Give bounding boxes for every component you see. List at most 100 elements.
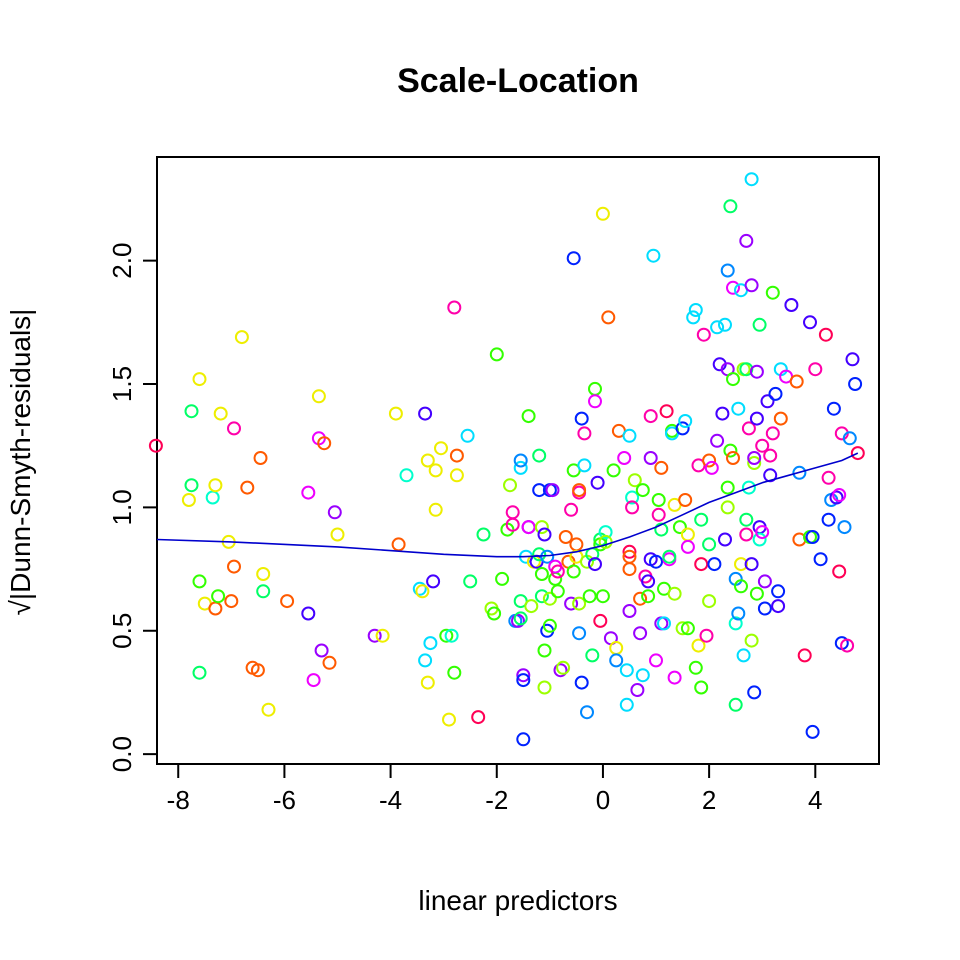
data-point	[208, 478, 223, 493]
x-axis-label: linear predictors	[418, 885, 617, 916]
x-tick-label: -4	[379, 785, 402, 815]
data-point	[463, 574, 478, 589]
data-point	[511, 613, 525, 628]
data-point	[747, 685, 762, 700]
data-point	[789, 374, 804, 389]
data-point	[771, 584, 786, 599]
data-point	[542, 591, 557, 606]
data-point	[749, 364, 764, 379]
data-point	[842, 431, 857, 446]
data-point	[550, 584, 565, 599]
data-point	[723, 199, 738, 214]
data-point	[181, 493, 196, 507]
data-point	[736, 648, 751, 663]
data-point	[749, 411, 764, 426]
data-point	[617, 451, 632, 465]
data-point	[588, 381, 602, 396]
data-point	[649, 554, 663, 569]
data-point	[487, 606, 502, 621]
data-point	[375, 628, 390, 643]
data-point	[412, 581, 427, 596]
data-point	[633, 626, 648, 641]
data-point	[311, 389, 326, 404]
data-point	[534, 520, 549, 535]
data-point	[696, 327, 711, 342]
data-point	[442, 712, 456, 727]
data-point	[444, 628, 459, 643]
data-point	[317, 436, 332, 451]
x-tick-label: -2	[485, 785, 508, 815]
data-point	[537, 643, 552, 658]
data-point	[739, 527, 754, 542]
data-point	[505, 517, 520, 532]
data-point	[418, 653, 433, 668]
data-point	[540, 549, 555, 564]
data-point	[306, 673, 321, 688]
chart-title: Scale-Location	[397, 62, 639, 100]
data-point	[524, 599, 539, 614]
data-point	[704, 460, 719, 475]
data-point	[532, 483, 547, 498]
data-point	[734, 557, 748, 572]
data-point	[566, 564, 581, 579]
data-point	[256, 567, 271, 581]
data-point	[588, 557, 602, 572]
data-point	[718, 317, 732, 332]
data-point	[593, 613, 608, 628]
data-point	[755, 525, 770, 540]
data-point	[710, 433, 725, 448]
data-point	[256, 584, 271, 599]
plot-frame	[156, 156, 880, 765]
data-point	[550, 564, 565, 579]
data-point	[582, 589, 597, 604]
data-point	[832, 564, 847, 579]
data-point	[420, 675, 435, 690]
data-point	[646, 248, 661, 263]
data-point	[747, 456, 762, 470]
data-point	[749, 586, 764, 601]
data-point	[391, 537, 406, 552]
data-point	[821, 512, 836, 527]
data-point	[680, 621, 695, 636]
data-point	[537, 527, 552, 542]
data-point	[699, 628, 714, 643]
data-point	[513, 460, 528, 475]
data-point	[314, 643, 329, 658]
data-point	[635, 483, 650, 498]
data-point	[513, 453, 528, 468]
data-point	[757, 574, 772, 589]
data-point	[447, 300, 462, 315]
data-point	[577, 426, 592, 441]
data-point	[569, 537, 584, 552]
y-tick-label: 2.0	[107, 243, 137, 279]
data-point	[763, 468, 778, 483]
data-point	[680, 527, 695, 542]
data-point	[532, 448, 547, 463]
data-point	[224, 594, 239, 609]
x-tick-label: 4	[808, 785, 822, 815]
data-point	[829, 490, 844, 505]
data-point	[622, 544, 637, 559]
data-point	[205, 490, 220, 505]
data-point	[574, 675, 589, 690]
data-point	[702, 537, 717, 552]
data-point	[744, 557, 759, 572]
data-point	[609, 641, 624, 655]
data-point	[564, 596, 579, 611]
data-point	[521, 409, 536, 424]
data-point	[460, 428, 475, 443]
data-point	[702, 453, 717, 468]
data-point	[625, 490, 640, 505]
data-point	[367, 628, 382, 643]
data-point	[710, 320, 725, 335]
data-point	[654, 460, 669, 475]
data-point	[423, 636, 438, 651]
data-point	[765, 285, 780, 300]
data-point	[797, 648, 812, 663]
data-point	[837, 520, 852, 535]
data-point	[688, 303, 703, 317]
data-point	[760, 394, 775, 409]
data-point	[757, 601, 772, 616]
data-point	[447, 665, 462, 680]
data-point	[609, 653, 624, 668]
